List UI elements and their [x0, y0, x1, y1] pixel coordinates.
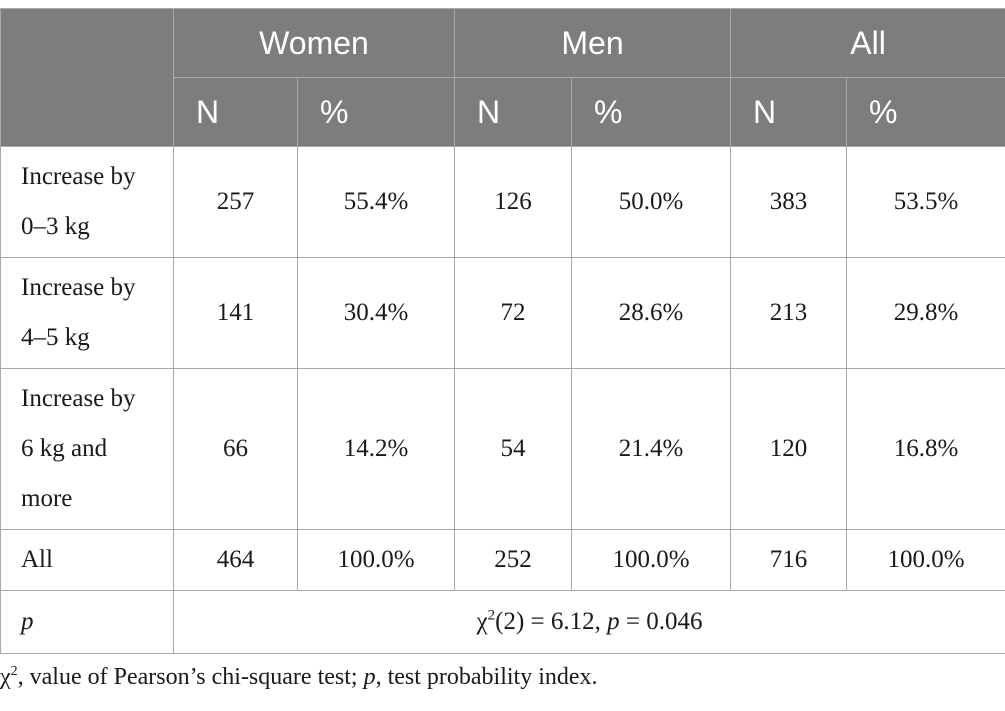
cell-women-n: 141: [173, 257, 298, 369]
chi-symbol: χ: [476, 608, 488, 635]
subheader-women-n: N: [173, 77, 298, 147]
header-sub-row: N % N % N %: [1, 77, 1005, 147]
row-label-line: 0–3 kg: [21, 213, 90, 240]
cell-men-n: 72: [454, 257, 573, 369]
subheader-men-n: N: [454, 77, 573, 147]
cell-all-pct: 29.8%: [846, 257, 1005, 369]
cell-men-pct: 28.6%: [571, 257, 732, 369]
subheader-women-pct: %: [296, 77, 456, 147]
cell-women-n: 464: [173, 529, 298, 591]
chi-square-result: χ2(2) = 6.12, p = 0.046: [172, 590, 1005, 654]
row-label-line: Increase by: [21, 274, 136, 301]
chi-df-value: (2) = 6.12,: [495, 608, 608, 635]
row-label-line: Increase by: [21, 385, 136, 412]
cell-men-n: 252: [454, 529, 573, 591]
results-table: Women Men All N % N % N % Increase by 0–…: [0, 8, 1005, 654]
cell-men-n: 54: [454, 368, 573, 530]
row-label: Increase by 0–3 kg: [0, 146, 174, 258]
header-corner-cell: [0, 8, 174, 147]
row-label-line: Increase by: [21, 163, 136, 190]
row-label-line: more: [21, 485, 73, 512]
table-row: Increase by 6 kg and more 66 14.2% 54 21…: [0, 368, 1005, 530]
cell-women-pct: 100.0%: [296, 529, 456, 591]
row-label: Increase by 4–5 kg: [0, 257, 174, 369]
row-label: All: [0, 529, 174, 591]
footnote-chi-superscript: 2: [10, 664, 18, 679]
cell-women-n: 66: [173, 368, 298, 530]
header-group-all: All: [730, 8, 1005, 78]
cell-all-pct: 100.0%: [846, 529, 1005, 591]
header-group-row: Women Men All: [0, 8, 1005, 147]
table-row: All 464 100.0% 252 100.0% 716 100.0%: [0, 529, 1005, 591]
cell-all-n: 716: [730, 529, 848, 591]
row-label-line: 4–5 kg: [21, 324, 90, 351]
cell-all-pct: 53.5%: [846, 146, 1005, 258]
p-value-row: p χ2(2) = 6.12, p = 0.046: [0, 590, 1005, 654]
cell-men-pct: 21.4%: [571, 368, 732, 530]
chi-superscript: 2: [487, 607, 496, 624]
table-row: Increase by 0–3 kg 257 55.4% 126 50.0% 3…: [0, 146, 1005, 258]
row-label-line: 6 kg and: [21, 435, 108, 462]
footnote-p-symbol: p: [363, 664, 376, 690]
cell-all-pct: 16.8%: [846, 368, 1005, 530]
table-row: Increase by 4–5 kg 141 30.4% 72 28.6% 21…: [0, 257, 1005, 369]
cell-women-pct: 55.4%: [296, 146, 456, 258]
p-symbol: p: [607, 608, 620, 635]
p-row-label: p: [0, 590, 174, 654]
cell-men-n: 126: [454, 146, 573, 258]
header-group-women: Women: [172, 8, 456, 78]
subheader-men-pct: %: [571, 77, 732, 147]
header-group-men: Men: [454, 8, 732, 78]
cell-all-n: 213: [730, 257, 848, 369]
cell-women-n: 257: [173, 146, 298, 258]
subheader-all-n: N: [730, 77, 848, 147]
p-value: = 0.046: [619, 608, 703, 635]
footnote-text-1: , value of Pearson’s chi-square test;: [17, 664, 364, 690]
subheader-all-pct: %: [846, 77, 1005, 147]
row-label: Increase by 6 kg and more: [0, 368, 174, 530]
cell-all-n: 120: [730, 368, 848, 530]
footnote-chi-symbol: χ: [0, 664, 11, 690]
footnote-text-2: , test probability index.: [375, 664, 598, 690]
cell-women-pct: 14.2%: [296, 368, 456, 530]
cell-all-n: 383: [730, 146, 848, 258]
table-footnote: χ2, value of Pearson’s chi-square test; …: [0, 664, 598, 691]
cell-men-pct: 100.0%: [571, 529, 732, 591]
cell-women-pct: 30.4%: [296, 257, 456, 369]
cell-men-pct: 50.0%: [571, 146, 732, 258]
